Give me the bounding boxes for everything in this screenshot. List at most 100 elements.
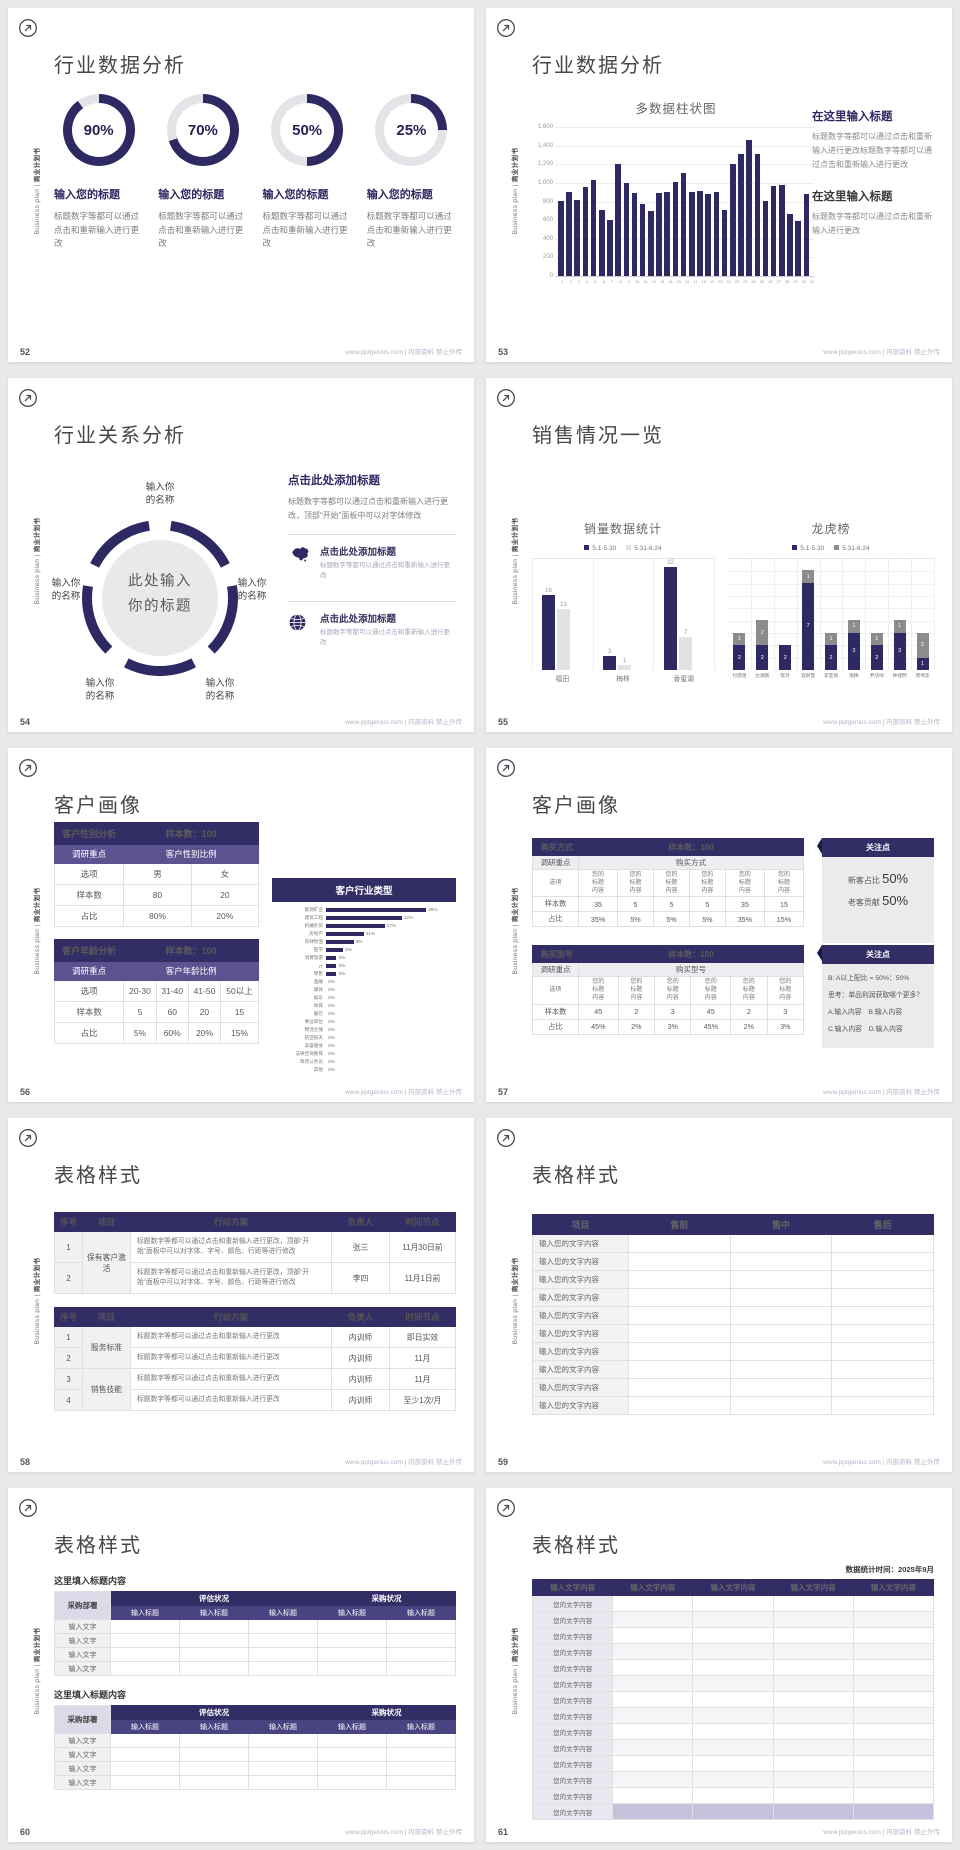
slide-title: 表格样式 <box>532 1534 620 1557</box>
empty-cell <box>692 1659 774 1676</box>
industry-chart: 客户行业类型 能源矿业 29% 建筑工程 22% 机械外贸 17% 房地产 11% 农林牧渔 8% 医… <box>272 878 456 1074</box>
x-axis-label: 尹华绿 <box>869 673 884 678</box>
slide-60[interactable]: Business plan | 商业计划书 表格样式 这里填入标题内容 采购部署评… <box>8 1488 474 1842</box>
slide-61[interactable]: Business plan | 商业计划书 表格样式 数据统计时间：2025年9… <box>486 1488 952 1842</box>
bar <box>326 940 354 944</box>
slide-53[interactable]: Business plan | 商业计划书 行业数据分析 多数据柱状图 1,600… <box>486 8 952 362</box>
chart-row: 医学 5% <box>272 946 456 954</box>
chart-row: 餐饮 0% <box>272 1010 456 1018</box>
x-axis-label: 19 <box>709 279 715 284</box>
option-cell: 您的标题内容 <box>654 976 692 1005</box>
bar-value-label: 22 <box>667 560 674 567</box>
empty-cell <box>692 1643 774 1660</box>
empty-cell <box>317 1647 387 1662</box>
chart-row: 体育 0% <box>272 1002 456 1010</box>
category-label: 建筑工程 <box>304 915 323 920</box>
sample-cell: 45 <box>578 1003 619 1020</box>
category-label: 媒体 <box>313 987 323 992</box>
option-text: 您的标题内容 <box>701 872 714 895</box>
empty-cell <box>772 1771 854 1788</box>
project-cell: 销售技能 <box>82 1368 131 1411</box>
slide-content: 项目 售前 售中 售后 输入您的文字内容 输入您的文字内容 输入您的文字内容 输入您的文字内容… <box>532 1184 934 1452</box>
empty-cell <box>248 1661 318 1676</box>
focus-panel: 关注点 新客占比 50% 老客贡献 50% <box>817 838 934 943</box>
x-axis-label: 陈玲 <box>780 673 790 678</box>
slide-57[interactable]: Business plan | 商业计划书 客户画像 购买方式 样本数：100 调研… <box>486 748 952 1102</box>
bar <box>326 972 337 976</box>
corner-cell: 采购部署 <box>54 1591 111 1620</box>
chart-row: IT 3% <box>272 962 456 970</box>
empty-cell <box>772 1803 854 1820</box>
donut-value: 90% <box>71 103 126 157</box>
relation-text-column: 点击此处添加标题 标题数字等都可以通过点击和重新输入进行更改，顶部“开始”面板中可… <box>288 472 456 657</box>
page-number: 57 <box>498 1087 509 1097</box>
group-header: 评估状况 <box>110 1705 318 1720</box>
item-heading: 点击此处添加标题 <box>320 613 397 625</box>
x-axis-label: 6 <box>602 279 605 284</box>
empty-cell <box>692 1691 774 1708</box>
slide-55[interactable]: Business plan | 商业计划书 销售情况一览 销量数据统计 5.1-5… <box>486 378 952 732</box>
empty-cell <box>831 1306 934 1325</box>
slide-58[interactable]: Business plan | 商业计划书 表格样式 序号 项目 行动方案 负责人 时间… <box>8 1118 474 1472</box>
relation-node-label: 输入你 的名称 <box>74 678 126 704</box>
node-line: 输入你 <box>237 578 267 589</box>
bar <box>615 163 621 276</box>
value-label: 3% <box>338 971 346 977</box>
category-label: 消费旅游 <box>304 955 323 960</box>
slide-56[interactable]: Business plan | 商业计划书 客户画像 客户性别分析 样本数：100… <box>8 748 474 1102</box>
option-cell: 您的标题内容 <box>617 976 656 1005</box>
option-text: 您的标题内容 <box>742 979 755 1002</box>
donut-stat: 70% 输入您的标题 标题数字等都可以通过点击和重新输入进行更改 <box>158 94 247 251</box>
bar <box>623 183 630 276</box>
slide-59[interactable]: Business plan | 商业计划书 表格样式 项目 售前 售中 售后 输入您的文… <box>486 1118 952 1472</box>
slide-52[interactable]: Business plan | 商业计划书 行业数据分析 90% 输入您的标题 标题… <box>8 8 474 362</box>
slide-54[interactable]: Business plan | 商业计划书 行业关系分析 此处输入 你的标题 输入你… <box>8 378 474 732</box>
bar-segment-dark: 2 <box>756 645 769 670</box>
multi-bar-chart: 多数据柱状图 1,600 1,400 1,200 1,000 800 600 400 200 0 1… <box>526 98 826 284</box>
option-text: 您的标题内容 <box>779 979 792 1002</box>
footer-site-text: www.pptgenius.com | 内部资料 禁止外传 <box>823 349 940 356</box>
bar-value-label: 16 <box>545 588 552 595</box>
value-label: 0% <box>328 1035 335 1041</box>
option-cell: 您的标题内容 <box>688 868 726 898</box>
y-axis-label: 1,200 <box>537 161 553 168</box>
node-line: 的名称 <box>145 494 175 506</box>
chart-legend: 5.1-5.30 5.31-6.24 <box>728 545 934 552</box>
bar <box>326 948 344 952</box>
slide-content: 客户性别分析 样本数：100 调研重点 客户性别比例 选项男女样本数 80 20 占比 80% 2… <box>53 804 456 1082</box>
empty-cell <box>179 1761 249 1776</box>
pct-cell: 35% <box>577 911 619 928</box>
category-label: 餐饮 <box>313 1011 323 1016</box>
category-label: 农林牧渔 <box>304 939 323 944</box>
empty-cell <box>628 1288 731 1307</box>
row-label: 输入您的文字内容 <box>532 1360 629 1379</box>
row-label: 您的文字内容 <box>531 1643 614 1660</box>
table-row: 输入您的文字内容 <box>532 1324 934 1343</box>
y-axis-label: 1,400 <box>537 142 553 149</box>
value-label: 0% <box>328 1059 335 1065</box>
sub-header: 输入标题 <box>179 1605 249 1620</box>
bar <box>754 154 761 276</box>
plan-cell: 标题数字等都可以通过点击和重新输入进行更改 <box>130 1368 332 1390</box>
bar <box>648 211 654 276</box>
slide-content: 90% 输入您的标题 标题数字等都可以通过点击和重新输入进行更改 70% 输入您的标题标… <box>54 64 456 342</box>
option-cell: 您的标题内容 <box>578 976 619 1005</box>
bar-segment-dark: 2 <box>870 645 883 670</box>
table-row: 您的文字内容 <box>531 1675 935 1692</box>
empty-cell <box>692 1803 774 1820</box>
owner-cell: 内训师 <box>331 1347 390 1369</box>
table-row: 您的文字内容 <box>531 1739 935 1756</box>
slide-content: 序号 项目 行动方案 负责人 时间节点 1 保有客户激活 标题数字等都可以通过点击和重新输入进… <box>54 1184 456 1452</box>
row-label: 输入您的文字内容 <box>532 1234 629 1253</box>
empty-cell <box>612 1803 694 1820</box>
brand-logo-icon <box>496 758 516 778</box>
donut-desc: 标题数字等都可以通过点击和重新输入进行更改 <box>366 211 452 249</box>
empty-cell <box>772 1739 854 1756</box>
empty-cell <box>772 1755 854 1772</box>
category-label: 金融 <box>313 979 323 984</box>
table-row: 4 标题数字等都可以通过点击和重新输入进行更改 内训师 至少1次/月 <box>54 1389 456 1411</box>
category-label: 房地产 <box>309 931 323 936</box>
slide-title: 行业数据分析 <box>532 54 664 77</box>
table-row: 输入文字 <box>54 1633 456 1648</box>
